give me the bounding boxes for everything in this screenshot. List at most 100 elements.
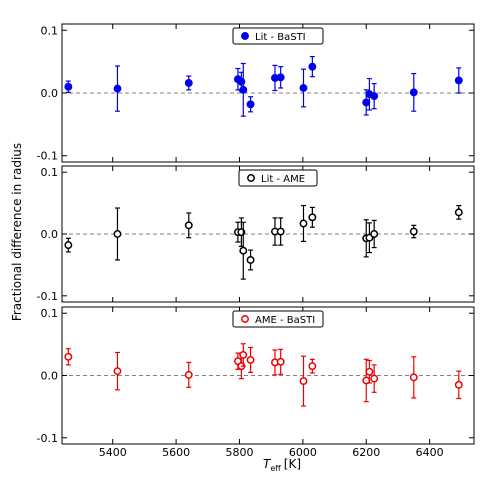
- marker: [308, 213, 317, 222]
- y-tick-label: 0.0: [41, 87, 59, 100]
- y-tick-label: 0.1: [41, 307, 59, 320]
- y-tick-label: 0.0: [41, 228, 59, 241]
- x-tick-label: 5600: [162, 446, 190, 459]
- data-point: [113, 351, 122, 391]
- data-point: [64, 348, 73, 366]
- marker: [362, 98, 371, 107]
- legend-box: [238, 169, 318, 187]
- y-axis-label: Fractional difference in radius: [10, 143, 24, 321]
- marker: [113, 367, 122, 376]
- marker: [184, 79, 193, 87]
- data-point: [184, 212, 193, 239]
- x-axis-label-unit: [K]: [284, 457, 301, 471]
- data-point: [239, 62, 248, 117]
- data-point: [113, 207, 122, 261]
- marker: [276, 357, 285, 366]
- marker: [370, 92, 379, 101]
- y-tick-label: 0.1: [41, 24, 59, 37]
- marker: [454, 208, 463, 217]
- legend-marker: [241, 315, 249, 323]
- panel-3: -0.1 0.0 0.1 AME - BaSTI: [37, 306, 475, 445]
- marker: [308, 62, 317, 71]
- panel-2: -0.1 0.0 0.1 Lit - AME: [37, 165, 475, 303]
- data-point: [246, 346, 255, 373]
- x-tick-label: 6200: [352, 446, 380, 459]
- data-point: [454, 204, 463, 220]
- marker: [246, 355, 255, 364]
- data-point: [409, 72, 418, 112]
- x-axis-label: Teff [K]: [263, 457, 301, 473]
- data-point: [370, 82, 379, 110]
- legend-label: Lit - AME: [261, 174, 305, 185]
- marker: [239, 85, 248, 94]
- y-tick-label: -0.1: [37, 432, 58, 445]
- y-tick-label: -0.1: [37, 290, 58, 303]
- data-point: [239, 221, 248, 280]
- x-tick-label: 5400: [99, 446, 127, 459]
- x-tick-labels: 5400 5600 5800 6000 6200 6400: [99, 446, 444, 459]
- marker: [308, 362, 317, 371]
- data-point: [184, 361, 193, 388]
- x-tick-label: 5800: [225, 446, 253, 459]
- marker: [409, 373, 418, 382]
- data-point: [308, 56, 317, 78]
- panels: -0.1 0.0 0.1 Lit - BaSTI -0.1 0.0 0.1 Lit - AME…: [37, 23, 475, 445]
- legend: AME - BaSTI: [232, 310, 324, 328]
- data-point: [299, 204, 308, 243]
- y-tick-label: 0.1: [41, 166, 59, 179]
- data-point: [308, 358, 317, 374]
- data-point: [271, 349, 279, 376]
- legend: Lit - BaSTI: [232, 27, 324, 45]
- data-point: [64, 80, 73, 93]
- x-tick-label: 6400: [416, 446, 444, 459]
- marker: [246, 256, 255, 264]
- marker: [276, 73, 285, 82]
- marker: [299, 84, 308, 92]
- data-point: [246, 249, 255, 271]
- marker: [409, 88, 418, 97]
- legend: Lit - AME: [238, 169, 318, 187]
- marker: [184, 221, 193, 230]
- data-point: [239, 343, 248, 367]
- data-point: [299, 355, 308, 407]
- data-point: [362, 358, 371, 403]
- data-point: [246, 96, 255, 113]
- data-point: [454, 370, 463, 400]
- legend-marker: [247, 174, 255, 182]
- marker: [409, 227, 418, 236]
- legend-box: [232, 27, 324, 45]
- marker: [239, 351, 248, 359]
- data-point: [365, 359, 374, 384]
- marker: [370, 230, 379, 238]
- marker: [454, 380, 463, 389]
- data-point: [64, 237, 73, 253]
- x-tick-label: 6000: [289, 446, 317, 459]
- marker: [370, 374, 379, 383]
- legend-label: AME - BaSTI: [255, 315, 315, 326]
- data-point: [276, 66, 285, 89]
- marker: [239, 246, 248, 255]
- marker: [299, 219, 308, 228]
- marker: [64, 82, 73, 91]
- legend-marker: [241, 32, 249, 40]
- data-point: [454, 67, 463, 94]
- marker: [365, 367, 374, 376]
- marker: [299, 377, 308, 386]
- data-point: [184, 75, 193, 91]
- legend-label: Lit - BaSTI: [255, 32, 306, 43]
- x-axis-label-symbol: T: [263, 457, 272, 471]
- data-point: [409, 356, 418, 399]
- marker: [64, 352, 73, 361]
- data-point: [308, 206, 317, 228]
- x-axis-label-subscript: eff: [270, 464, 281, 473]
- data-point: [299, 68, 308, 108]
- marker: [184, 370, 193, 379]
- data-point: [365, 222, 374, 254]
- marker: [454, 76, 463, 85]
- data-point: [409, 224, 418, 239]
- marker: [113, 230, 122, 238]
- data-point: [362, 89, 371, 116]
- y-tick-label: 0.0: [41, 370, 59, 383]
- data-point: [271, 217, 279, 246]
